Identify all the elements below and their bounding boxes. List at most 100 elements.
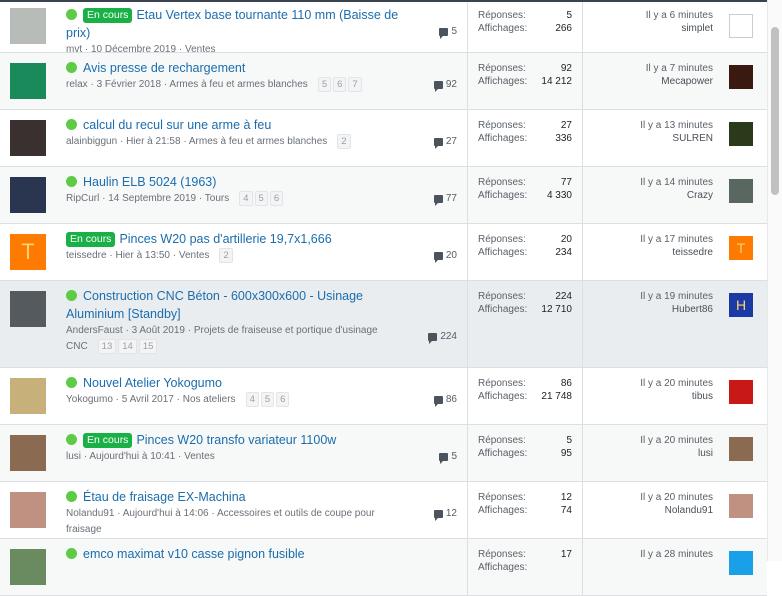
last-poster-avatar[interactable]: [729, 437, 753, 461]
page-link[interactable]: 6: [333, 77, 347, 92]
last-post-time[interactable]: Il y a 20 minutes: [640, 435, 713, 446]
thread-title-link[interactable]: Construction CNC Béton - 600x300x600 - U…: [66, 289, 364, 321]
last-post-time[interactable]: Il y a 20 minutes: [640, 378, 713, 389]
page-link[interactable]: 4: [245, 392, 259, 407]
thread-title-link[interactable]: Nouvel Atelier Yokogumo: [83, 376, 222, 390]
page-link[interactable]: 5: [317, 77, 332, 92]
author-avatar[interactable]: [10, 177, 46, 213]
unread-dot-icon[interactable]: [66, 176, 77, 187]
thread-forum[interactable]: Projets de fraiseuse et portique d'usina…: [66, 325, 378, 352]
thread-author[interactable]: Yokogumo: [66, 394, 113, 405]
thread-author[interactable]: mvt: [66, 44, 83, 55]
last-poster-avatar[interactable]: [729, 65, 753, 89]
thread-date[interactable]: Hier à 13:50: [115, 250, 170, 261]
page-link[interactable]: 14: [118, 339, 137, 354]
page-link[interactable]: 5: [260, 392, 275, 407]
page-link[interactable]: 13: [97, 339, 117, 354]
last-poster-avatar[interactable]: [729, 14, 753, 38]
thread-date[interactable]: 10 Décembre 2019: [91, 44, 177, 55]
page-link[interactable]: 6: [269, 191, 284, 206]
last-post-user[interactable]: tibus: [691, 391, 713, 402]
last-poster-avatar[interactable]: T: [729, 236, 753, 260]
last-post-user[interactable]: teissedre: [672, 247, 713, 258]
thread-row[interactable]: En cours Etau Vertex base tournante 110 m…: [0, 2, 767, 55]
unread-dot-icon[interactable]: [66, 62, 77, 73]
last-post-user[interactable]: Mecapower: [661, 76, 713, 87]
page-link[interactable]: 7: [348, 77, 362, 92]
last-post-time[interactable]: Il y a 28 minutes: [640, 549, 713, 560]
thread-date[interactable]: Hier à 21:58: [126, 136, 181, 147]
unread-dot-icon[interactable]: [66, 290, 77, 301]
thread-author[interactable]: alainbiggun: [66, 136, 118, 147]
thread-row[interactable]: emco maximat v10 casse pignon fusible Ré…: [0, 539, 767, 596]
author-avatar[interactable]: [10, 120, 46, 156]
thread-forum[interactable]: Armes à feu et armes blanches: [188, 136, 328, 147]
author-avatar[interactable]: [10, 8, 46, 44]
page-link[interactable]: 5: [254, 191, 268, 206]
last-post-user[interactable]: lusi: [697, 448, 713, 459]
last-post-time[interactable]: Il y a 17 minutes: [640, 234, 713, 245]
thread-author[interactable]: AndersFaust: [66, 325, 123, 336]
thread-date[interactable]: 5 Avril 2017: [121, 394, 174, 405]
thread-row[interactable]: T En cours Pinces W20 pas d'artillerie 19…: [0, 224, 767, 281]
thread-title-link[interactable]: emco maximat v10 casse pignon fusible: [83, 547, 305, 561]
page-link[interactable]: 6: [276, 392, 290, 407]
thread-row[interactable]: Étau de fraisage EX-Machina Nolandu91 · …: [0, 482, 767, 539]
page-link[interactable]: 4: [239, 191, 253, 206]
thread-author[interactable]: teissedre: [66, 250, 107, 261]
thread-forum[interactable]: Armes à feu et armes blanches: [169, 79, 308, 90]
thread-row[interactable]: Nouvel Atelier Yokogumo Yokogumo · 5 Avr…: [0, 368, 767, 425]
thread-row[interactable]: calcul du recul sur une arme à feu alain…: [0, 110, 767, 167]
thread-date[interactable]: 3 Février 2018: [96, 79, 162, 90]
thread-date[interactable]: Aujourd'hui à 10:41: [89, 451, 176, 462]
page-link[interactable]: 2: [337, 134, 351, 149]
last-post-user[interactable]: Crazy: [686, 190, 713, 201]
thread-title-link[interactable]: calcul du recul sur une arme à feu: [83, 118, 272, 132]
thread-forum[interactable]: Ventes: [184, 451, 215, 462]
thread-title-link[interactable]: Etau Vertex base tournante 110 mm (Baiss…: [66, 8, 399, 40]
thread-author[interactable]: lusi: [66, 451, 82, 462]
last-poster-avatar[interactable]: [729, 380, 753, 404]
thread-row[interactable]: Construction CNC Béton - 600x300x600 - U…: [0, 281, 767, 368]
unread-dot-icon[interactable]: [66, 434, 77, 445]
author-avatar[interactable]: [10, 492, 46, 528]
thread-author[interactable]: RipCurl: [66, 193, 100, 204]
last-post-time[interactable]: Il y a 20 minutes: [640, 492, 713, 503]
thread-title-link[interactable]: Avis presse de rechargement: [83, 61, 246, 75]
unread-dot-icon[interactable]: [66, 548, 77, 559]
last-post-user[interactable]: Hubert86: [671, 304, 713, 315]
page-link[interactable]: 2: [219, 248, 233, 263]
thread-forum[interactable]: Ventes: [178, 250, 210, 261]
thread-date[interactable]: Aujourd'hui à 14:06: [122, 508, 209, 519]
scrollbar-thumb[interactable]: [771, 27, 779, 195]
author-avatar[interactable]: [10, 549, 46, 585]
thread-forum[interactable]: Ventes: [184, 44, 216, 55]
thread-forum[interactable]: Nos ateliers: [182, 394, 236, 405]
thread-date[interactable]: 3 Août 2019: [131, 325, 185, 336]
thread-title-link[interactable]: Pinces W20 transfo variateur 1100w: [136, 433, 337, 447]
thread-row[interactable]: Haulin ELB 5024 (1963) RipCurl · 14 Sept…: [0, 167, 767, 224]
thread-title-link[interactable]: Pinces W20 pas d'artillerie 19,7x1,666: [119, 232, 332, 246]
author-avatar[interactable]: [10, 435, 46, 471]
last-post-time[interactable]: Il y a 13 minutes: [640, 120, 713, 131]
last-post-user[interactable]: simplet: [681, 23, 713, 34]
last-post-user[interactable]: Nolandu91: [664, 505, 713, 516]
last-post-time[interactable]: Il y a 14 minutes: [640, 177, 713, 188]
unread-dot-icon[interactable]: [66, 9, 77, 20]
last-poster-avatar[interactable]: [729, 494, 753, 518]
last-post-time[interactable]: Il y a 19 minutes: [640, 291, 713, 302]
thread-row[interactable]: En cours Pinces W20 transfo variateur 110…: [0, 425, 767, 482]
thread-author[interactable]: Nolandu91: [66, 508, 115, 519]
last-poster-avatar[interactable]: [729, 551, 753, 575]
author-avatar[interactable]: [10, 378, 46, 414]
thread-forum[interactable]: Accessoires et outils de coupe pour frai…: [66, 508, 375, 535]
author-avatar[interactable]: T: [10, 234, 46, 270]
page-link[interactable]: 15: [138, 339, 158, 354]
thread-title-link[interactable]: Haulin ELB 5024 (1963): [83, 175, 217, 189]
unread-dot-icon[interactable]: [66, 377, 77, 388]
last-post-time[interactable]: Il y a 7 minutes: [645, 63, 713, 74]
author-avatar[interactable]: [10, 291, 46, 327]
last-poster-avatar[interactable]: H: [729, 293, 753, 317]
thread-row[interactable]: Avis presse de rechargement relax · 3 Fé…: [0, 53, 767, 110]
thread-author[interactable]: relax: [66, 79, 88, 90]
